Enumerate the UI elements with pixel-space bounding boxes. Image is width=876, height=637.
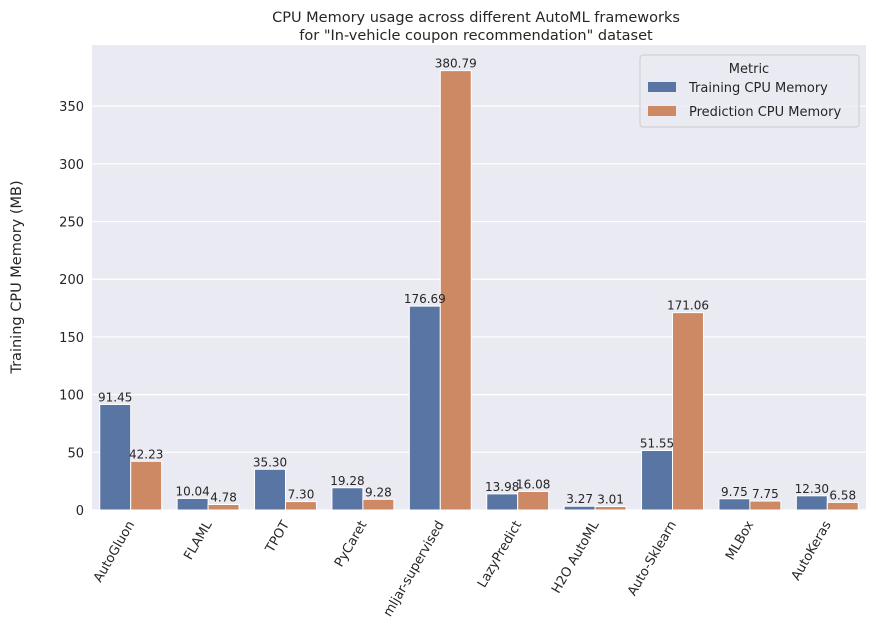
data-label: 3.01 [597, 493, 624, 507]
y-tick-label: 200 [59, 273, 84, 288]
x-tick-label: MLBox [723, 518, 757, 563]
data-label: 91.45 [98, 390, 132, 404]
data-label: 19.28 [330, 474, 364, 488]
legend-box [639, 54, 860, 128]
data-label: 51.55 [640, 437, 674, 451]
x-tick-label: H2O AutoML [549, 518, 603, 596]
bar-training [486, 493, 519, 511]
data-label: 16.08 [516, 477, 550, 491]
bar-prediction [517, 490, 550, 511]
x-tick-label: LazyPredict [475, 519, 525, 591]
x-tick-label: AutoKeras [789, 518, 835, 583]
y-tick-label: 50 [67, 446, 84, 461]
x-tick-label: FLAML [181, 518, 216, 563]
data-label: 7.75 [752, 487, 779, 501]
data-label: 380.79 [435, 57, 477, 71]
bar-training [718, 498, 751, 511]
data-label: 171.06 [667, 299, 709, 313]
data-label: 12.30 [795, 482, 829, 496]
y-tick-label: 150 [59, 331, 84, 346]
data-label: 35.30 [253, 455, 287, 469]
bar-prediction [130, 460, 163, 511]
bar-prediction [362, 498, 395, 511]
data-label: 3.27 [566, 492, 593, 506]
legend-label-prediction: Prediction CPU Memory [689, 105, 841, 120]
bar-prediction [826, 501, 859, 511]
data-label: 42.23 [129, 447, 163, 461]
bar-prediction [672, 312, 704, 511]
x-tick-label: PyCaret [332, 519, 370, 570]
legend-swatch-prediction [648, 106, 676, 116]
data-label: 176.69 [404, 292, 446, 306]
data-label: 10.04 [175, 484, 209, 498]
bar-prediction [285, 501, 317, 511]
y-axis-label: Training CPU Memory (MB) [9, 180, 25, 374]
x-tick-label: TPOT [262, 518, 292, 556]
legend: Metric Training CPU Memory Prediction CP… [639, 54, 860, 128]
bar-prediction [749, 500, 782, 511]
bar-training [254, 468, 286, 511]
legend-title: Metric [729, 62, 769, 77]
data-label: 9.28 [365, 485, 392, 499]
bar-prediction [439, 70, 472, 511]
bar-prediction [207, 503, 240, 511]
y-tick-label: 300 [59, 158, 84, 173]
x-tick-label: AutoGluon [91, 519, 138, 586]
data-label: 6.58 [829, 488, 856, 502]
x-tick-label: mljar-supervised [381, 519, 448, 620]
data-label: 9.75 [721, 485, 748, 499]
bar-training [563, 505, 596, 511]
y-tick-label: 0 [76, 504, 84, 519]
chart-title-line-1: CPU Memory usage across different AutoML… [272, 10, 680, 26]
y-tick-label: 250 [59, 216, 84, 231]
bar-training [641, 450, 673, 511]
bar-prediction [594, 506, 627, 511]
y-tick-label: 350 [59, 100, 84, 115]
chart-title-line-2: for "In-vehicle coupon recommendation" d… [299, 28, 653, 44]
bar-training [331, 487, 364, 511]
data-label: 7.30 [288, 488, 315, 502]
x-tick-label: Auto-Sklearn [625, 519, 680, 599]
bar-training [795, 495, 828, 511]
data-label: 13.98 [485, 480, 519, 494]
bar-training [408, 305, 441, 511]
bar-training [99, 403, 132, 511]
data-label: 4.78 [210, 490, 237, 504]
legend-label-training: Training CPU Memory [688, 81, 828, 96]
y-tick-label: 100 [59, 389, 84, 404]
bar-training [176, 497, 209, 511]
legend-swatch-training [648, 82, 676, 92]
